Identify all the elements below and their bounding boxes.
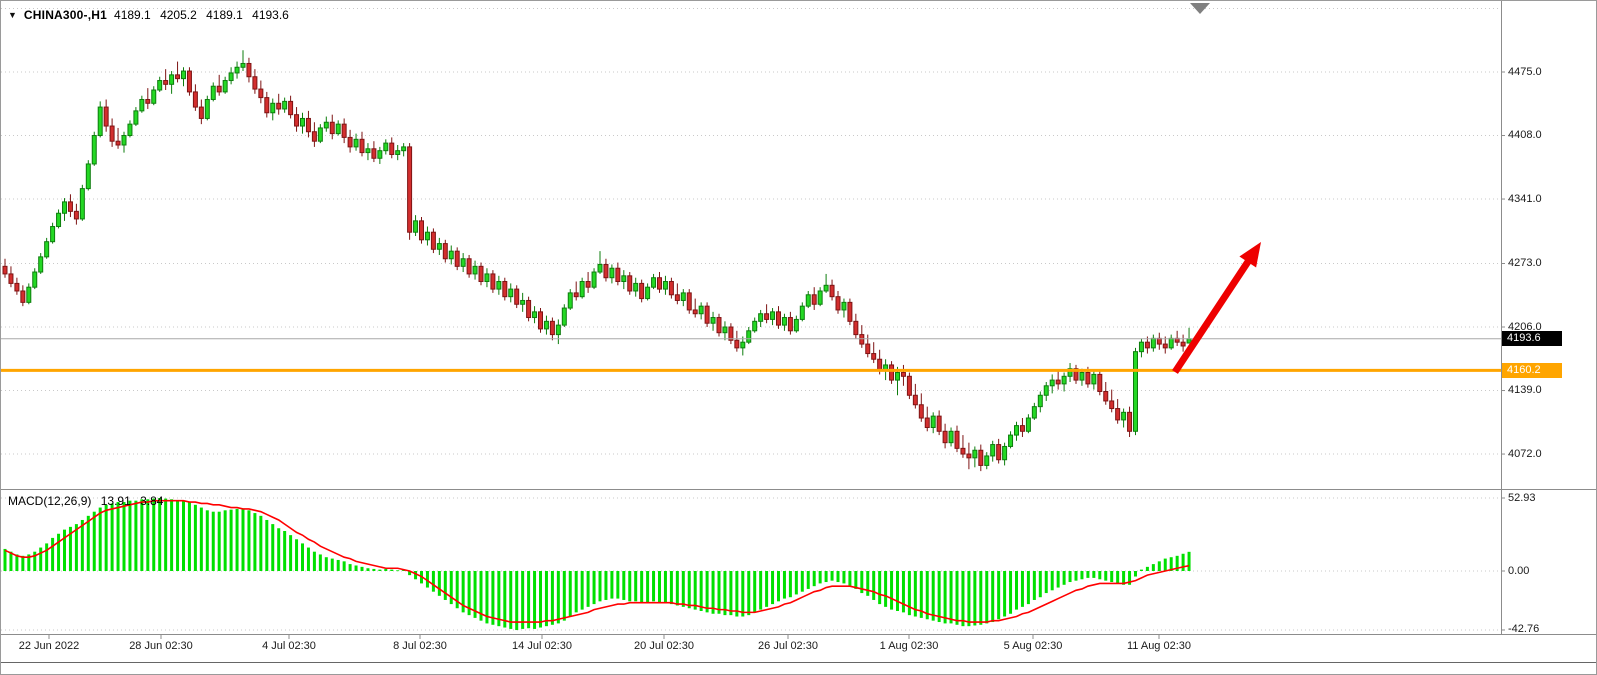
chevron-down-icon[interactable]: ▼ <box>8 10 17 20</box>
macd-indicator-label: MACD(12,26,9) 13.91 3.84 <box>8 494 169 508</box>
time-axis-label: 1 Aug 02:30 <box>879 640 939 652</box>
time-axis-label: 20 Jul 02:30 <box>634 640 694 652</box>
macd-main-value: 13.91 <box>100 494 131 508</box>
macd-axis-label: 52.93 <box>1508 491 1536 504</box>
chart-shift-marker-icon <box>1190 3 1210 14</box>
time-axis-label: 26 Jul 02:30 <box>758 640 818 652</box>
time-axis-label: 8 Jul 02:30 <box>393 640 447 652</box>
macd-axis-label: -42.76 <box>1508 623 1540 636</box>
close-value: 4193.6 <box>252 8 289 22</box>
time-axis-label: 14 Jul 02:30 <box>512 640 572 652</box>
time-axis-label: 5 Aug 02:30 <box>1003 640 1063 652</box>
chart-header: ▼ CHINA300-,H1 4189.1 4205.2 4189.1 4193… <box>8 8 295 22</box>
current-price-tag: 4193.6 <box>1502 331 1562 347</box>
time-axis-label: 11 Aug 02:30 <box>1126 640 1192 652</box>
price-axis-label: 4475.0 <box>1508 65 1542 78</box>
time-axis-label: 4 Jul 02:30 <box>262 640 316 652</box>
price-axis-label: 4341.0 <box>1508 192 1542 205</box>
price-axis-label: 4072.0 <box>1508 447 1542 460</box>
macd-axis-label: 0.00 <box>1508 564 1530 577</box>
open-value: 4189.1 <box>114 8 151 22</box>
ohlc-readout: 4189.1 4205.2 4189.1 4193.6 <box>114 8 295 22</box>
time-axis-label: 28 Jun 02:30 <box>129 640 193 652</box>
high-value: 4205.2 <box>160 8 197 22</box>
price-axis-label: 4139.0 <box>1508 384 1542 397</box>
macd-name: MACD(12,26,9) <box>8 494 92 508</box>
price-axis-label: 4408.0 <box>1508 129 1542 142</box>
low-value: 4189.1 <box>206 8 243 22</box>
price-axis-label: 4273.0 <box>1508 256 1542 269</box>
macd-signal-value: 3.84 <box>140 494 164 508</box>
hline-price-tag[interactable]: 4160.2 <box>1502 362 1562 378</box>
time-axis-label: 22 Jun 2022 <box>18 640 80 652</box>
trend-arrow[interactable] <box>1172 256 1253 374</box>
symbol-period-label: CHINA300-,H1 <box>23 8 108 22</box>
price-axis-label: 4206.0 <box>1508 320 1542 333</box>
